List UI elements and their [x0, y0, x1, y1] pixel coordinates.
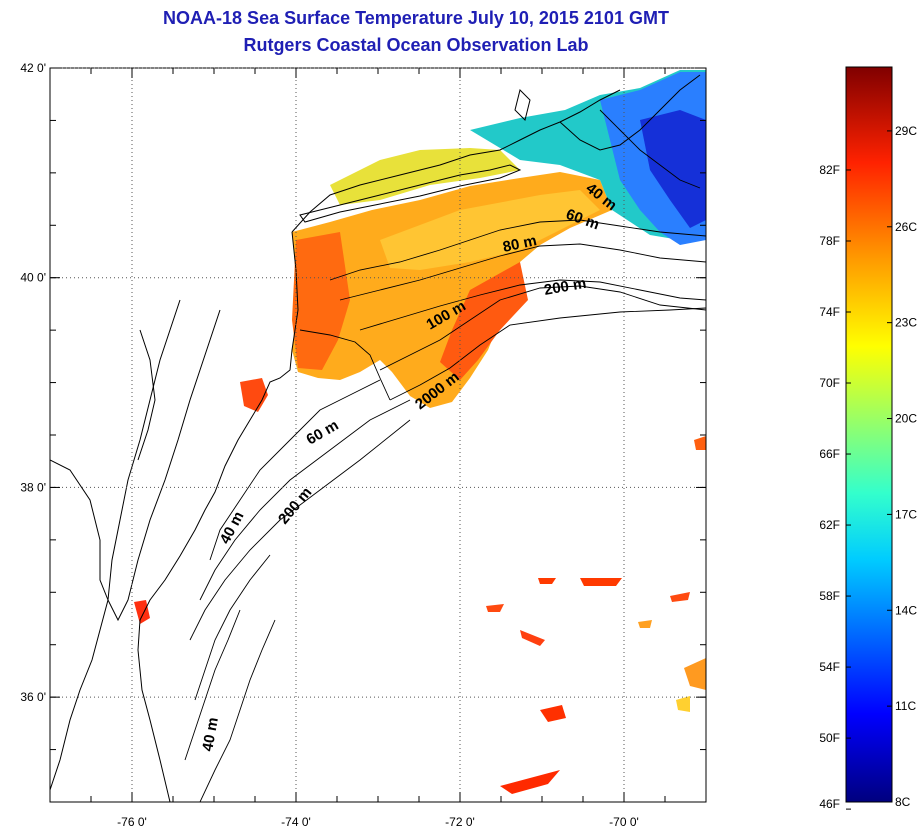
colorbar-c-label: 29C: [895, 124, 917, 138]
sst-hot-offshore: [440, 262, 528, 380]
colorbar-c-label: 17C: [895, 507, 917, 521]
sst-patch: [676, 696, 690, 712]
sst-patch: [240, 378, 268, 412]
map-plot-area: 40 m 60 m 80 m 100 m 200 m 2000 m 60 m 4…: [50, 68, 706, 802]
map-subtitle: Rutgers Coastal Ocean Observation Lab: [243, 35, 589, 55]
colorbar-f-label: 78F: [819, 234, 840, 248]
lat-tick-label: 36 0': [20, 690, 46, 704]
colorbar-f-label: 54F: [819, 660, 840, 674]
sst-patch: [538, 578, 556, 584]
contour-label: 80 m: [501, 232, 538, 256]
colorbar-f-label: 62F: [819, 518, 840, 532]
lat-tick-label: 40 0': [20, 271, 46, 285]
colorbar-f-label: 66F: [819, 447, 840, 461]
sst-mid-shelf: [380, 190, 600, 270]
colorbar-c-label: 14C: [895, 603, 917, 617]
sst-patch: [684, 658, 706, 690]
colorbar-c-label: 23C: [895, 316, 917, 330]
sst-hot-core: [292, 232, 350, 370]
colorbar-f-label: 46F: [819, 797, 840, 811]
lat-tick-label: 38 0': [20, 480, 46, 494]
colorbar-f-label: 74F: [819, 305, 840, 319]
sst-patch: [694, 436, 706, 450]
colorbar-f-label: 50F: [819, 731, 840, 745]
lon-tick-label: -72 0': [445, 815, 475, 829]
contour-label: 40 m: [199, 716, 222, 753]
sst-patch: [580, 578, 622, 586]
colorbar-c-label: 20C: [895, 412, 917, 426]
lon-tick-label: -74 0': [281, 815, 311, 829]
colorbar-f-label: 58F: [819, 589, 840, 603]
colorbar-c-label: 26C: [895, 220, 917, 234]
coastline: [50, 74, 701, 802]
colorbar-labels: 82F 78F 74F 70F 66F 62F 58F 54F 50F 46F 29C 26C 23C 2…: [819, 124, 917, 811]
sst-long-island-sound: [330, 148, 520, 205]
sst-patch: [520, 630, 545, 646]
lon-tick-label: -70 0': [609, 815, 639, 829]
colorbar: [845, 66, 893, 803]
colorbar-f-label: 82F: [819, 163, 840, 177]
colorbar-c-label: 8C: [895, 795, 911, 809]
colorbar-c-label: 11C: [895, 699, 916, 713]
sst-patch: [540, 705, 566, 722]
bathymetry-contours: [184, 109, 706, 802]
lon-tick-label: -76 0': [117, 815, 147, 829]
sst-patch: [500, 770, 560, 794]
map-title: NOAA-18 Sea Surface Temperature July 10,…: [163, 8, 669, 28]
map-axis-labels: 42 0' 40 0' 38 0' 36 0' -76 0' -74 0' -72 0' -7…: [20, 61, 638, 829]
colorbar-f-label: 70F: [819, 376, 840, 390]
sst-patch: [638, 620, 652, 628]
map-grid: [49, 67, 707, 803]
lat-tick-label: 42 0': [20, 61, 46, 75]
sst-coldest: [640, 110, 706, 228]
sst-patch: [670, 592, 690, 602]
sst-patch: [134, 600, 150, 624]
sst-patch: [486, 604, 504, 612]
